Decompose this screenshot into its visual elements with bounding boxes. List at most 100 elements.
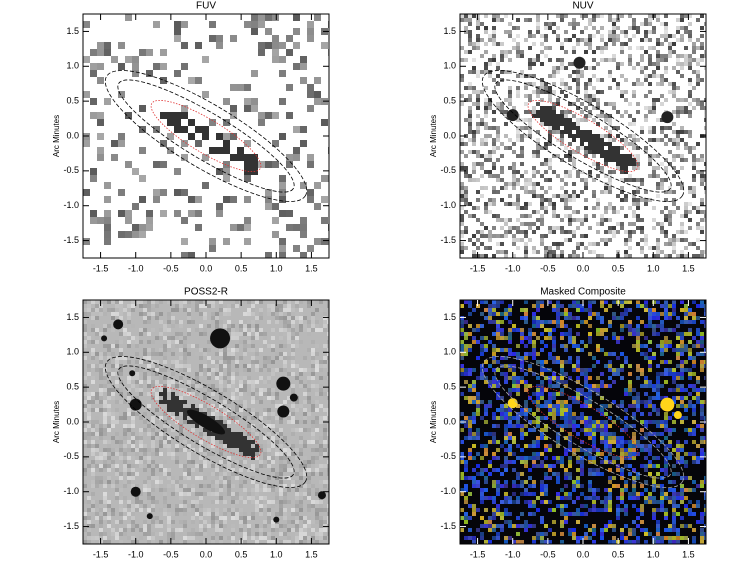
pixel (576, 218, 580, 222)
pixel (540, 186, 544, 190)
pixel (279, 508, 283, 512)
pixel (303, 416, 307, 420)
pixel (488, 308, 492, 312)
pixel (696, 238, 700, 242)
pixel (188, 77, 195, 84)
pixel (480, 22, 484, 26)
pixel (287, 324, 291, 328)
pixel (672, 90, 676, 94)
pixel (321, 119, 328, 126)
pixel (191, 320, 195, 324)
pixel (628, 246, 632, 250)
pixel (584, 344, 588, 348)
pixel (536, 138, 540, 142)
pixel (287, 328, 291, 332)
pixel (119, 332, 123, 336)
pixel (211, 448, 215, 452)
pixel (263, 524, 267, 528)
pixel (544, 234, 548, 238)
pixel (97, 154, 104, 161)
pixel (131, 504, 135, 508)
pixel (115, 360, 119, 364)
pixel (191, 444, 195, 448)
pixel (247, 348, 251, 352)
pixel (103, 532, 107, 536)
pixel (648, 90, 652, 94)
pixel (600, 218, 604, 222)
pixel (492, 360, 496, 364)
pixel (171, 364, 175, 368)
pixel (640, 332, 644, 336)
pixel (536, 30, 540, 34)
pixel (199, 332, 203, 336)
pixel (700, 336, 704, 340)
pixel (476, 126, 480, 130)
y-tick-label: 1.5 (66, 26, 79, 36)
y-tick-label: -1.5 (63, 521, 79, 531)
pixel (620, 222, 624, 226)
pixel (181, 154, 188, 161)
pixel (600, 320, 604, 324)
pixel (532, 166, 536, 170)
pixel (147, 488, 151, 492)
pixel (464, 118, 468, 122)
pixel (235, 360, 239, 364)
pixel (472, 396, 476, 400)
pixel (460, 364, 464, 368)
pixel (460, 94, 464, 98)
pixel (668, 214, 672, 218)
pixel (496, 214, 500, 218)
pixel (195, 508, 199, 512)
pixel (299, 372, 303, 376)
pixel (468, 30, 472, 34)
pixel (219, 436, 223, 440)
pixel (536, 320, 540, 324)
pixel (215, 420, 219, 424)
pixel (528, 130, 532, 134)
pixel (692, 162, 696, 166)
pixel (560, 336, 564, 340)
pixel (700, 154, 704, 158)
pixel (239, 396, 243, 400)
pixel (147, 340, 151, 344)
pixel (704, 66, 706, 70)
pixel (155, 448, 159, 452)
pixel (572, 182, 576, 186)
pixel (263, 360, 267, 364)
pixel (307, 476, 311, 480)
pixel (492, 352, 496, 356)
pixel (588, 130, 592, 134)
pixel (684, 106, 688, 110)
pixel (464, 174, 468, 178)
pixel (580, 142, 584, 146)
pixel (540, 380, 544, 384)
pixel (488, 340, 492, 344)
pixel (656, 408, 660, 412)
pixel (540, 360, 544, 364)
pixel (644, 404, 648, 408)
pixel (672, 82, 676, 86)
pixel (644, 146, 648, 150)
pixel (492, 90, 496, 94)
pixel (556, 154, 560, 158)
pixel (111, 464, 115, 468)
pixel (103, 400, 107, 404)
pixel (540, 206, 544, 210)
pixel (275, 304, 279, 308)
pixel (692, 42, 696, 46)
pixel (696, 62, 700, 66)
pixel (524, 316, 528, 320)
pixel (235, 404, 239, 408)
pixel (696, 98, 700, 102)
pixel (520, 222, 524, 226)
pixel (155, 304, 159, 308)
pixel (684, 308, 688, 312)
pixel (111, 532, 115, 536)
pixel (660, 102, 664, 106)
pixel (544, 158, 548, 162)
pixel (275, 436, 279, 440)
pixel (668, 304, 672, 308)
pixel (572, 304, 576, 308)
pixel (672, 86, 676, 90)
pixel (624, 78, 628, 82)
